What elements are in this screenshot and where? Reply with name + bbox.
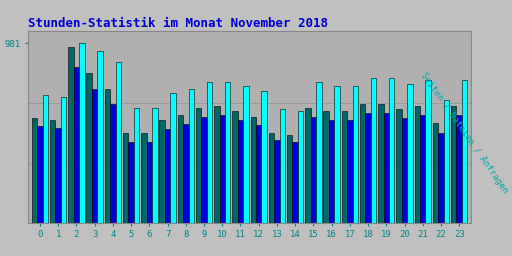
Bar [68, 47, 74, 223]
Bar [188, 89, 194, 223]
Bar [146, 142, 152, 223]
Bar [292, 142, 298, 223]
Bar [87, 73, 92, 223]
Bar [61, 97, 67, 223]
Bar [287, 135, 292, 223]
Bar [238, 120, 243, 223]
Text: Seiten / Dateien / Anfragen: Seiten / Dateien / Anfragen [419, 71, 509, 195]
Bar [165, 130, 170, 223]
Bar [232, 111, 238, 223]
Bar [347, 120, 353, 223]
Bar [457, 115, 462, 223]
Bar [256, 125, 262, 223]
Bar [407, 84, 413, 223]
Bar [438, 133, 444, 223]
Bar [50, 120, 55, 223]
Bar [250, 117, 256, 223]
Bar [353, 86, 358, 223]
Bar [97, 51, 103, 223]
Bar [425, 80, 431, 223]
Bar [433, 123, 438, 223]
Bar [196, 108, 201, 223]
Bar [378, 104, 383, 223]
Bar [116, 62, 121, 223]
Bar [170, 93, 176, 223]
Bar [451, 106, 457, 223]
Bar [274, 141, 280, 223]
Bar [311, 117, 316, 223]
Bar [207, 82, 212, 223]
Bar [178, 115, 183, 223]
Bar [389, 78, 394, 223]
Bar [420, 115, 425, 223]
Bar [305, 108, 311, 223]
Bar [298, 111, 304, 223]
Bar [444, 100, 449, 223]
Bar [110, 104, 116, 223]
Bar [183, 124, 188, 223]
Bar [262, 91, 267, 223]
Bar [123, 133, 129, 223]
Bar [280, 109, 285, 223]
Bar [402, 119, 407, 223]
Bar [201, 117, 207, 223]
Bar [37, 126, 42, 223]
Bar [342, 111, 347, 223]
Bar [141, 133, 146, 223]
Bar [371, 78, 376, 223]
Bar [462, 80, 467, 223]
Text: Stunden-Statistik im Monat November 2018: Stunden-Statistik im Monat November 2018 [28, 17, 328, 29]
Bar [334, 86, 340, 223]
Bar [225, 82, 230, 223]
Bar [92, 89, 97, 223]
Bar [220, 115, 225, 223]
Bar [324, 111, 329, 223]
Bar [129, 142, 134, 223]
Bar [243, 86, 249, 223]
Bar [360, 104, 366, 223]
Bar [74, 67, 79, 223]
Bar [383, 113, 389, 223]
Bar [366, 113, 371, 223]
Bar [55, 128, 61, 223]
Bar [415, 106, 420, 223]
Bar [79, 43, 84, 223]
Bar [159, 120, 165, 223]
Bar [32, 119, 37, 223]
Bar [152, 108, 158, 223]
Bar [134, 108, 139, 223]
Bar [105, 89, 110, 223]
Bar [214, 106, 220, 223]
Bar [329, 120, 334, 223]
Bar [316, 82, 322, 223]
Bar [42, 95, 48, 223]
Bar [396, 109, 402, 223]
Bar [269, 133, 274, 223]
